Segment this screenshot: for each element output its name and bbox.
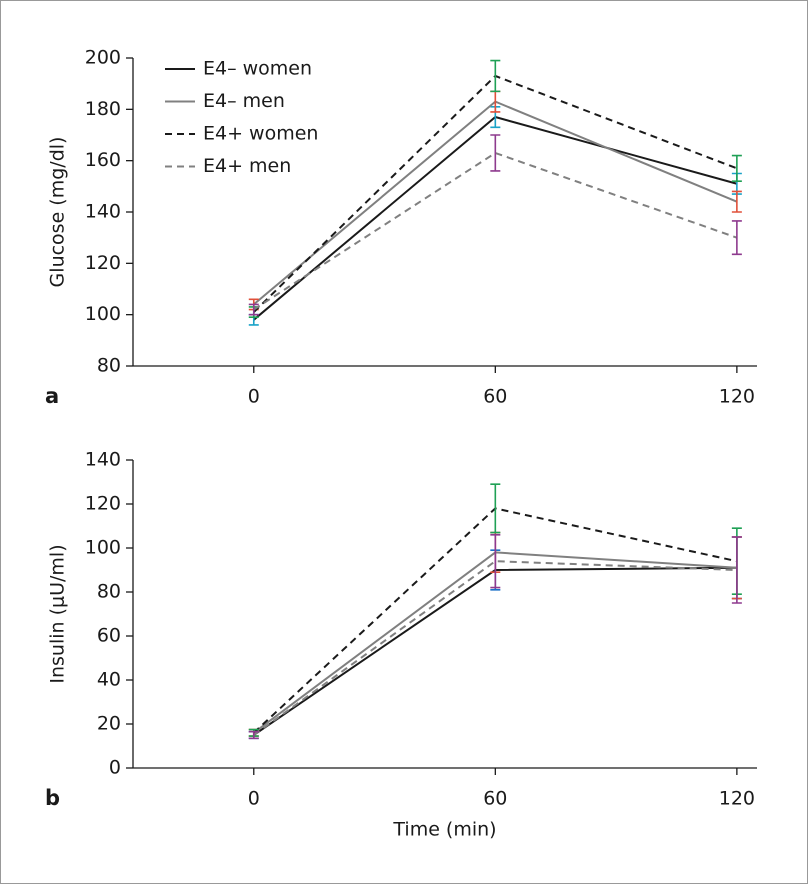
error-bar [490, 534, 501, 589]
error-bar [731, 220, 742, 256]
error-bar [490, 134, 501, 172]
y-tick-label: 80 [97, 581, 121, 603]
y-axis-label: Insulin (μU/ml) [47, 544, 69, 683]
y-tick-label: 20 [97, 713, 121, 735]
y-tick-label: 40 [97, 669, 121, 691]
series-line [253, 100, 738, 306]
series-line [253, 151, 738, 311]
y-tick-label: 180 [85, 98, 121, 120]
error-bar [248, 303, 259, 316]
y-tick-label: 140 [85, 201, 121, 223]
y-tick-label: 120 [85, 493, 121, 515]
x-tick-label: 60 [483, 788, 507, 810]
series-line [253, 566, 737, 736]
y-tick-label: 200 [85, 47, 121, 69]
x-tick-label: 120 [719, 788, 755, 810]
error-bar [490, 483, 501, 534]
error-bar [731, 154, 742, 182]
series-line [253, 560, 737, 736]
panel-label: b [45, 786, 60, 810]
x-tick-label: 120 [719, 386, 755, 408]
legend-label: E4+ women [203, 123, 318, 145]
y-tick-label: 100 [85, 537, 121, 559]
error-bar [490, 90, 501, 113]
x-axis-label: Time (min) [392, 819, 496, 841]
y-tick-label: 140 [85, 449, 121, 471]
legend-label: E4– women [203, 58, 312, 80]
y-tick-label: 100 [85, 303, 121, 325]
error-bar [731, 190, 742, 213]
y-tick-label: 0 [109, 757, 121, 779]
y-tick-label: 160 [85, 149, 121, 171]
y-tick-label: 60 [97, 625, 121, 647]
y-tick-label: 120 [85, 252, 121, 274]
x-tick-label: 0 [248, 386, 260, 408]
x-tick-label: 60 [483, 386, 507, 408]
error-bar [731, 536, 742, 604]
x-tick-label: 0 [248, 788, 260, 810]
legend-label: E4+ men [203, 155, 291, 177]
panel-label: a [45, 384, 59, 408]
legend-label: E4– men [203, 90, 285, 112]
error-bar [490, 59, 501, 93]
y-axis-label: Glucose (mg/dl) [47, 137, 69, 288]
error-bar [248, 730, 259, 740]
y-tick-label: 80 [97, 355, 121, 377]
